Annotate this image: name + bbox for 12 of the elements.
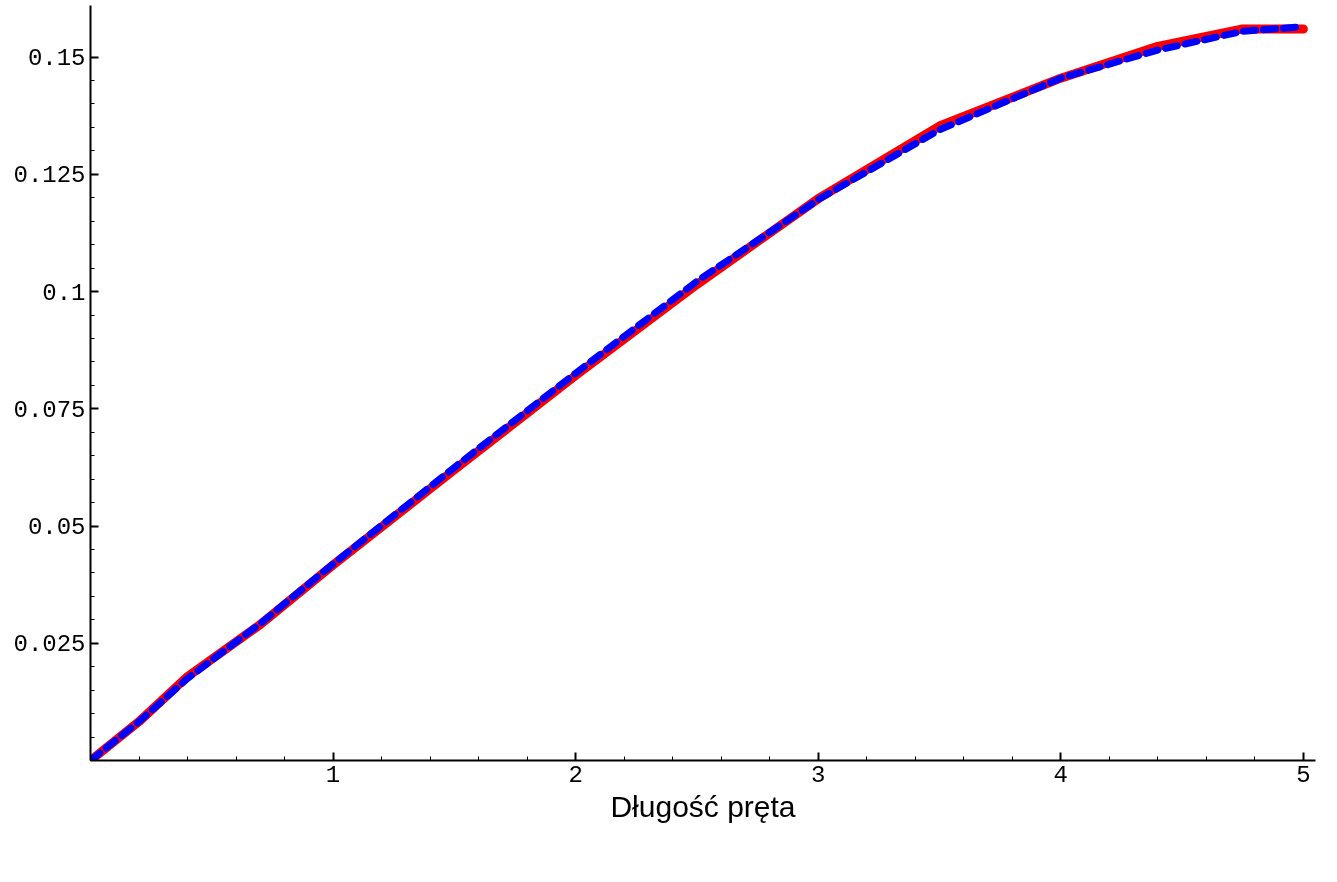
- x-tick-label: 5: [1296, 761, 1311, 789]
- y-tick-label: 0.025: [13, 631, 86, 659]
- x-axis-title: Długość pręta: [610, 789, 796, 823]
- x-tick-label: 3: [811, 761, 826, 789]
- y-tick-label: 0.125: [13, 162, 86, 190]
- x-tick-label: 2: [568, 761, 583, 789]
- y-tick-label: 0.1: [42, 279, 86, 307]
- x-tick-label: 1: [325, 761, 341, 789]
- y-tick-label: 0.15: [27, 45, 86, 73]
- y-tick-label: 0.05: [27, 514, 86, 542]
- x-tick-label: 4: [1053, 761, 1068, 789]
- y-tick-label: 0.075: [13, 396, 86, 424]
